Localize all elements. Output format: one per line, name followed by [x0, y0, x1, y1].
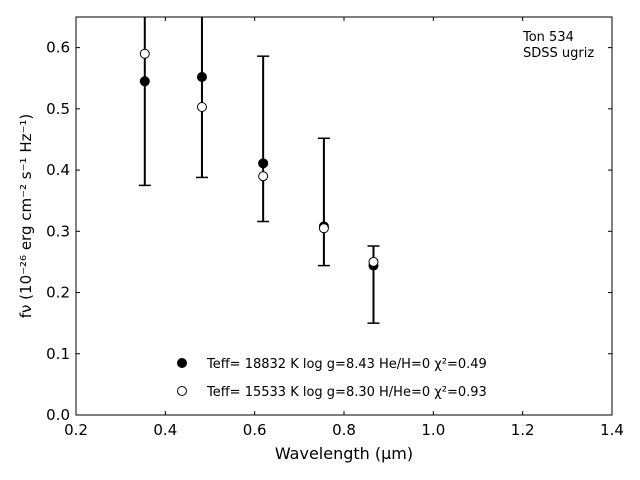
x-tick-label: 0.4	[153, 421, 177, 439]
legend: Teff= 18832 K log g=8.43 He/H=0 χ²=0.49 …	[177, 357, 487, 400]
x-tick-label: 0.2	[64, 421, 88, 439]
data-point-filled	[139, 76, 150, 87]
legend-marker-open	[177, 386, 187, 396]
data-point-open	[318, 223, 329, 234]
y-tick-label: 0.4	[46, 161, 70, 179]
legend-label-series-2: Teff= 15533 K log g=8.30 H/He=0 χ²=0.93	[206, 385, 487, 400]
plot-area	[76, 17, 612, 415]
data-point-open	[368, 256, 379, 267]
y-tick-label: 0.1	[46, 345, 70, 363]
y-tick-label: 0.6	[46, 39, 70, 57]
x-axis-label: Wavelength (μm)	[275, 444, 413, 463]
data-point-open	[258, 171, 269, 182]
x-tick-label: 1.0	[421, 421, 445, 439]
x-axis: 0.2 0.4 0.6 0.8 1.0 1.2 1.4	[64, 17, 624, 439]
y-axis-label: fν (10⁻²⁶ erg cm⁻² s⁻¹ Hz⁻¹)	[17, 114, 35, 319]
y-tick-label: 0.2	[46, 284, 70, 302]
x-tick-label: 0.8	[332, 421, 356, 439]
y-tick-label: 0.0	[46, 406, 70, 424]
x-tick-label: 0.6	[243, 421, 267, 439]
x-tick-label: 1.4	[600, 421, 624, 439]
annotation-survey: SDSS ugriz	[523, 46, 594, 61]
error-bars	[138, 17, 380, 324]
data-point-filled	[196, 72, 207, 83]
legend-label-series-1: Teff= 18832 K log g=8.43 He/H=0 χ²=0.49	[206, 357, 487, 372]
annotation-object: Ton 534	[522, 30, 574, 45]
y-tick-label: 0.5	[46, 100, 70, 118]
y-axis: 0.0 0.1 0.2 0.3 0.4 0.5 0.6	[46, 39, 612, 424]
x-tick-label: 1.2	[511, 421, 535, 439]
y-tick-label: 0.3	[46, 222, 70, 240]
data-markers	[139, 48, 379, 271]
data-point-open	[139, 48, 150, 59]
legend-marker-filled	[177, 358, 187, 368]
data-point-filled	[258, 158, 269, 169]
data-point-open	[196, 102, 207, 113]
